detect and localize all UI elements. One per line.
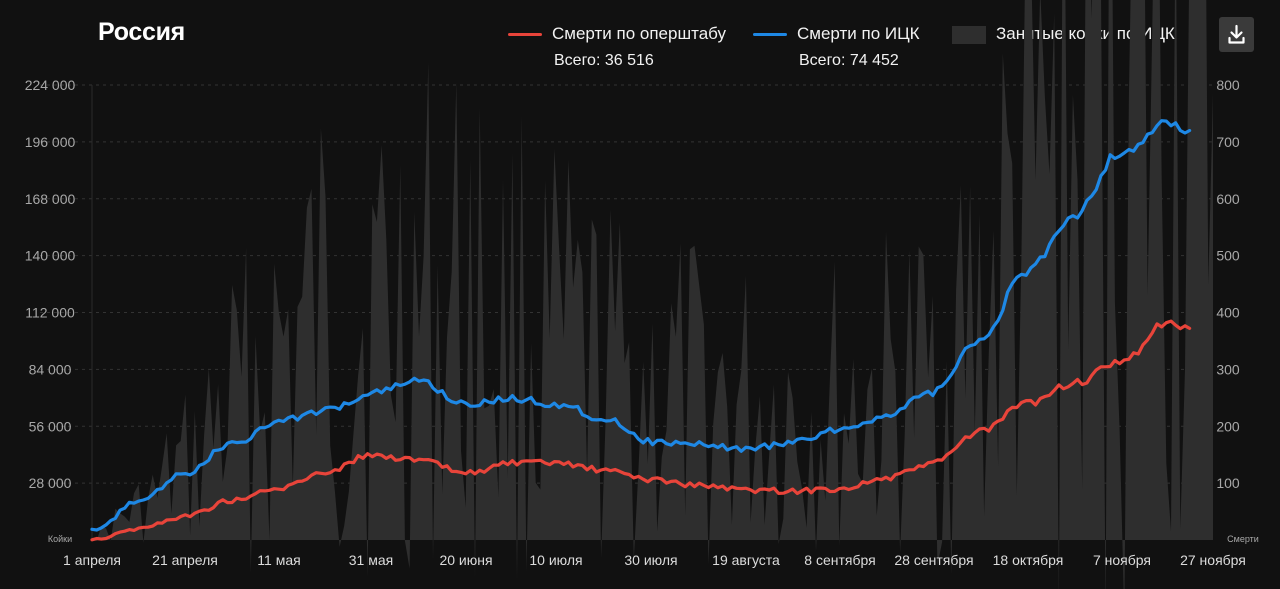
x-axis-tick: 20 июня [439, 552, 492, 568]
x-axis-tick: 31 мая [349, 552, 393, 568]
left-axis-tick: 84 000 [29, 361, 72, 377]
left-axis-tick: 28 000 [29, 475, 72, 491]
series-line-opershtab [90, 319, 1192, 542]
right-axis-tick: 700 [1216, 134, 1240, 150]
x-axis-tick: 8 сентября [804, 552, 875, 568]
x-axis-tick: 1 апреля [63, 552, 121, 568]
x-axis-tick: 19 августа [712, 552, 780, 568]
death-lines-layer [90, 119, 1192, 542]
right-axis-tick: 500 [1216, 248, 1240, 264]
legend-total-opershtab: Всего: 36 516 [554, 52, 654, 69]
axes: 28 000 56 000 84 000 112 000 140 000 168 000 1… [25, 77, 1259, 568]
chart-title: Россия [98, 18, 185, 46]
x-axis-tick: 18 октября [993, 552, 1064, 568]
legend-item-ick[interactable]: Смерти по ИЦК Всего: 74 452 [753, 24, 920, 70]
grid-lines [40, 84, 1212, 540]
left-axis-tick: 168 000 [25, 191, 76, 207]
right-axis-label: Смерти [1227, 534, 1259, 544]
right-axis-tick: 200 [1216, 418, 1240, 434]
x-axis-tick: 10 июля [529, 552, 582, 568]
beds-area [92, 0, 1213, 589]
area-swatch [952, 25, 986, 44]
left-axis-tick: 196 000 [25, 134, 76, 150]
x-axis-tick: 21 апреля [152, 552, 218, 568]
left-axis-tick: 224 000 [25, 77, 76, 93]
legend-item-opershtab[interactable]: Смерти по оперштабу Всего: 36 516 [508, 24, 726, 70]
right-axis-tick: 600 [1216, 191, 1240, 207]
right-axis-tick: 100 [1216, 475, 1240, 491]
x-axis-tick: 30 июля [624, 552, 677, 568]
x-axis-tick: 7 ноября [1093, 552, 1151, 568]
left-axis-label: Койки [48, 534, 72, 544]
left-axis-tick: 56 000 [29, 418, 72, 434]
right-axis-tick: 800 [1216, 77, 1240, 93]
right-axis-tick: 400 [1216, 305, 1240, 321]
download-button[interactable] [1219, 17, 1254, 52]
x-axis-tick: 11 мая [257, 552, 300, 568]
x-axis-tick: 28 сентября [894, 552, 973, 568]
legend-total-ick: Всего: 74 452 [799, 52, 899, 69]
blue-line-swatch [753, 33, 787, 37]
left-axis-tick: 140 000 [25, 248, 76, 264]
red-line-swatch [508, 33, 542, 37]
legend-label-ick: Смерти по ИЦК [797, 24, 920, 43]
right-axis-tick: 300 [1216, 361, 1240, 377]
download-icon [1228, 24, 1245, 44]
series-line-ick [90, 119, 1192, 532]
legend-label-opershtab: Смерти по оперштабу [552, 24, 727, 43]
beds-area-layer [92, 0, 1213, 589]
left-axis-tick: 112 000 [25, 305, 75, 321]
x-axis-tick: 27 ноября [1180, 552, 1246, 568]
